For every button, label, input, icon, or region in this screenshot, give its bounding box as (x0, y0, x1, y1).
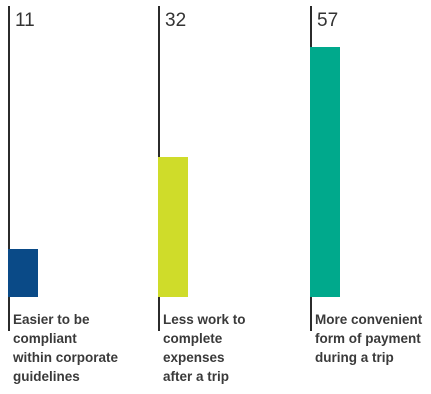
value-label: 11 (15, 10, 35, 31)
category-label: Less work to complete expenses after a t… (163, 312, 246, 384)
column-divider-line (8, 6, 10, 331)
category-label: Easier to be compliant within corporate … (13, 312, 119, 384)
value-label: 57 (317, 10, 339, 31)
bar (158, 156, 188, 297)
bar (310, 47, 340, 297)
value-label: 32 (165, 10, 187, 31)
category-label: More convenient form of payment during a… (315, 312, 423, 365)
bar (8, 248, 38, 297)
